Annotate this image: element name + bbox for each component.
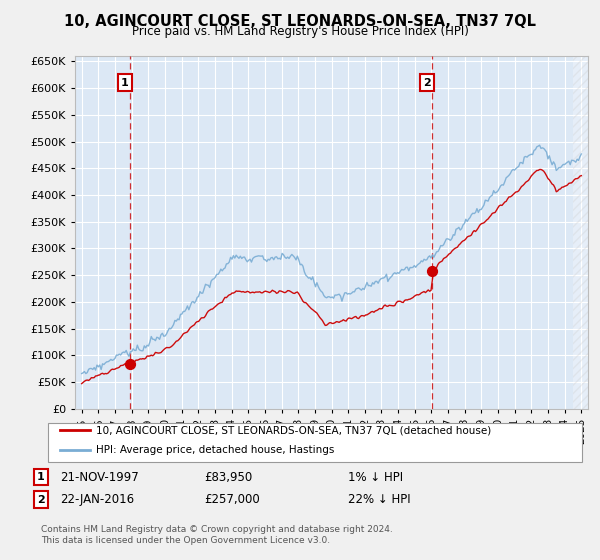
Text: Contains HM Land Registry data © Crown copyright and database right 2024.
This d: Contains HM Land Registry data © Crown c… <box>41 525 392 545</box>
Point <box>125 360 135 368</box>
Text: 2: 2 <box>37 494 44 505</box>
Text: 1: 1 <box>37 472 44 482</box>
Text: 1% ↓ HPI: 1% ↓ HPI <box>348 470 403 484</box>
Text: £257,000: £257,000 <box>204 493 260 506</box>
Text: 22-JAN-2016: 22-JAN-2016 <box>60 493 134 506</box>
Text: 21-NOV-1997: 21-NOV-1997 <box>60 470 139 484</box>
Point <box>427 267 437 276</box>
Text: HPI: Average price, detached house, Hastings: HPI: Average price, detached house, Hast… <box>96 445 334 455</box>
Text: £83,950: £83,950 <box>204 470 252 484</box>
Text: 10, AGINCOURT CLOSE, ST LEONARDS-ON-SEA, TN37 7QL: 10, AGINCOURT CLOSE, ST LEONARDS-ON-SEA,… <box>64 14 536 29</box>
Text: 10, AGINCOURT CLOSE, ST LEONARDS-ON-SEA, TN37 7QL (detached house): 10, AGINCOURT CLOSE, ST LEONARDS-ON-SEA,… <box>96 425 491 435</box>
Polygon shape <box>573 56 588 409</box>
Text: 2: 2 <box>424 78 431 88</box>
Text: Price paid vs. HM Land Registry's House Price Index (HPI): Price paid vs. HM Land Registry's House … <box>131 25 469 38</box>
Text: 1: 1 <box>121 78 129 88</box>
Text: 22% ↓ HPI: 22% ↓ HPI <box>348 493 410 506</box>
